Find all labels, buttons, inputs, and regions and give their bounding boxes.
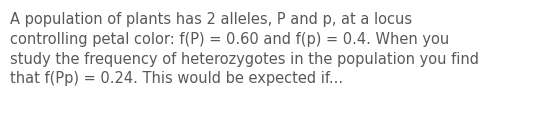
Text: A population of plants has 2 alleles, P and p, at a locus
controlling petal colo: A population of plants has 2 alleles, P … [10,12,479,86]
